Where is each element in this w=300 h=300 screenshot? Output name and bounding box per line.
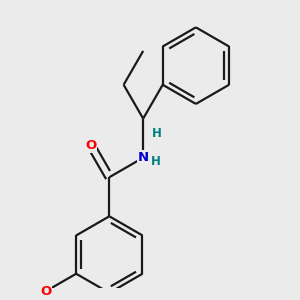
Text: H: H <box>152 127 161 140</box>
Text: O: O <box>85 139 96 152</box>
Text: H: H <box>151 154 161 168</box>
Text: N: N <box>138 151 149 164</box>
Text: O: O <box>40 285 51 298</box>
